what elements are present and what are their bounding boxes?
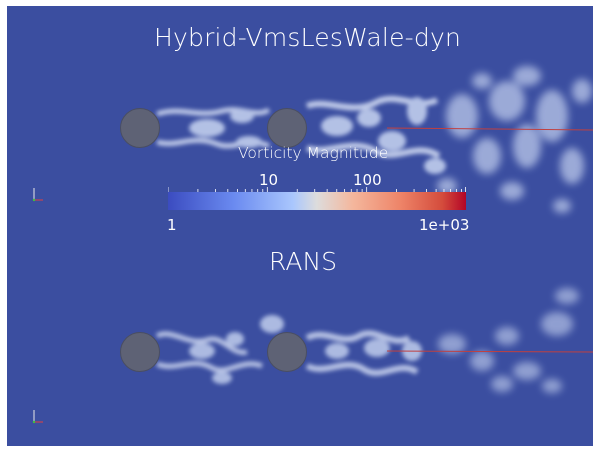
reference-line-bottom bbox=[386, 350, 593, 353]
orientation-axes-icon bbox=[32, 188, 43, 202]
reference-line-top bbox=[386, 127, 593, 131]
cylinder-bottom-right bbox=[267, 332, 307, 372]
flow-field bbox=[120, 66, 593, 393]
cylinder-top-left bbox=[120, 108, 160, 148]
render-viewport[interactable]: Hybrid-VmsLesWale-dyn RANS Vorticity Mag… bbox=[7, 6, 593, 446]
colorbar-title: Vorticity Magnitude bbox=[238, 144, 389, 162]
colorbar-max-label: 1e+03 bbox=[419, 216, 470, 234]
top-panel-title: Hybrid-VmsLesWale-dyn bbox=[154, 23, 461, 52]
colorbar-tick-label: 10 bbox=[259, 171, 279, 189]
colorbar bbox=[168, 192, 466, 210]
colorbar-tick-label: 100 bbox=[353, 171, 382, 189]
les-wake bbox=[156, 66, 592, 213]
cylinder-bottom-left bbox=[120, 332, 160, 372]
bottom-panel-title: RANS bbox=[269, 247, 338, 276]
cylinder-top-right bbox=[267, 108, 307, 148]
orientation-axes-icon bbox=[32, 410, 43, 424]
colorbar-min-label: 1 bbox=[167, 216, 177, 234]
rans-wake bbox=[155, 288, 579, 393]
